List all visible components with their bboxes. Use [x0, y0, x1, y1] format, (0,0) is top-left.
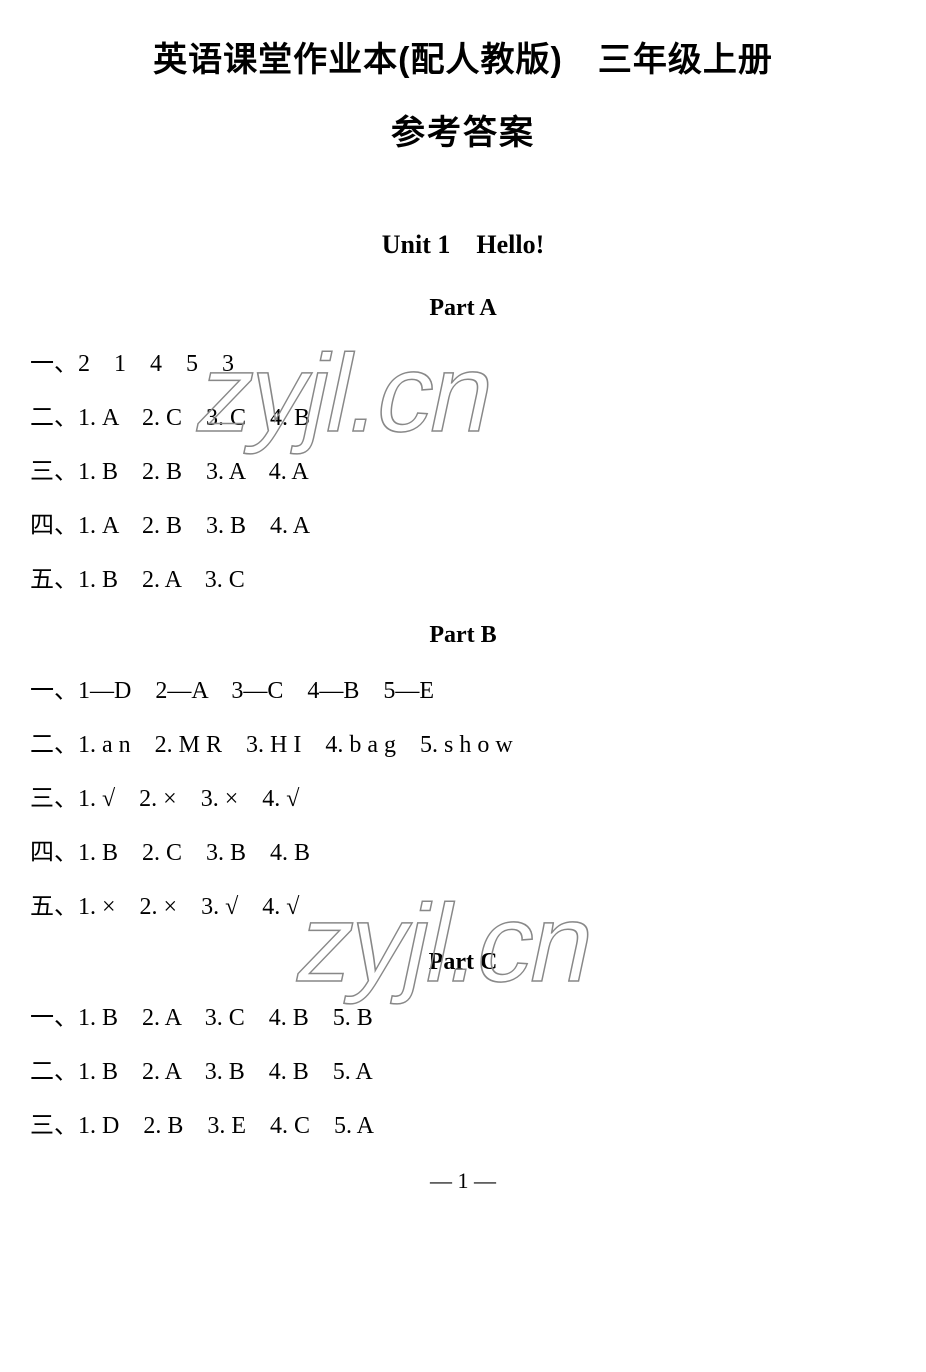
part-c-line-2: 二、1. B 2. A 3. B 4. B 5. A [30, 1060, 896, 1084]
doc-title-line1: 英语课堂作业本(配人教版) 三年级上册 [30, 32, 896, 81]
part-b-line-1: 一、1—D 2—A 3—C 4—B 5—E [30, 679, 896, 703]
unit-title: Unit 1 Hello! [30, 224, 896, 261]
part-a-line-1: 一、2 1 4 5 3 [30, 352, 896, 376]
part-a-line-3: 三、1. B 2. B 3. A 4. A [30, 460, 896, 484]
part-a-title: Part A [30, 295, 896, 322]
part-b-line-2: 二、1. a n 2. M R 3. H I 4. b a g 5. s h o… [30, 733, 896, 757]
part-a-line-5: 五、1. B 2. A 3. C [30, 568, 896, 592]
part-b-line-5: 五、1. × 2. × 3. √ 4. √ [30, 895, 896, 919]
page-content: 英语课堂作业本(配人教版) 三年级上册 参考答案 Unit 1 Hello! P… [0, 0, 926, 1194]
doc-title-line2: 参考答案 [30, 105, 896, 154]
part-c-title: Part C [30, 949, 896, 976]
part-a-line-4: 四、1. A 2. B 3. B 4. A [30, 514, 896, 538]
page-number: — 1 — [30, 1168, 896, 1194]
part-c-line-1: 一、1. B 2. A 3. C 4. B 5. B [30, 1006, 896, 1030]
part-b-line-4: 四、1. B 2. C 3. B 4. B [30, 841, 896, 865]
part-a-line-2: 二、1. A 2. C 3. C 4. B [30, 406, 896, 430]
part-b-title: Part B [30, 622, 896, 649]
part-b-line-3: 三、1. √ 2. × 3. × 4. √ [30, 787, 896, 811]
part-c-line-3: 三、1. D 2. B 3. E 4. C 5. A [30, 1114, 896, 1138]
